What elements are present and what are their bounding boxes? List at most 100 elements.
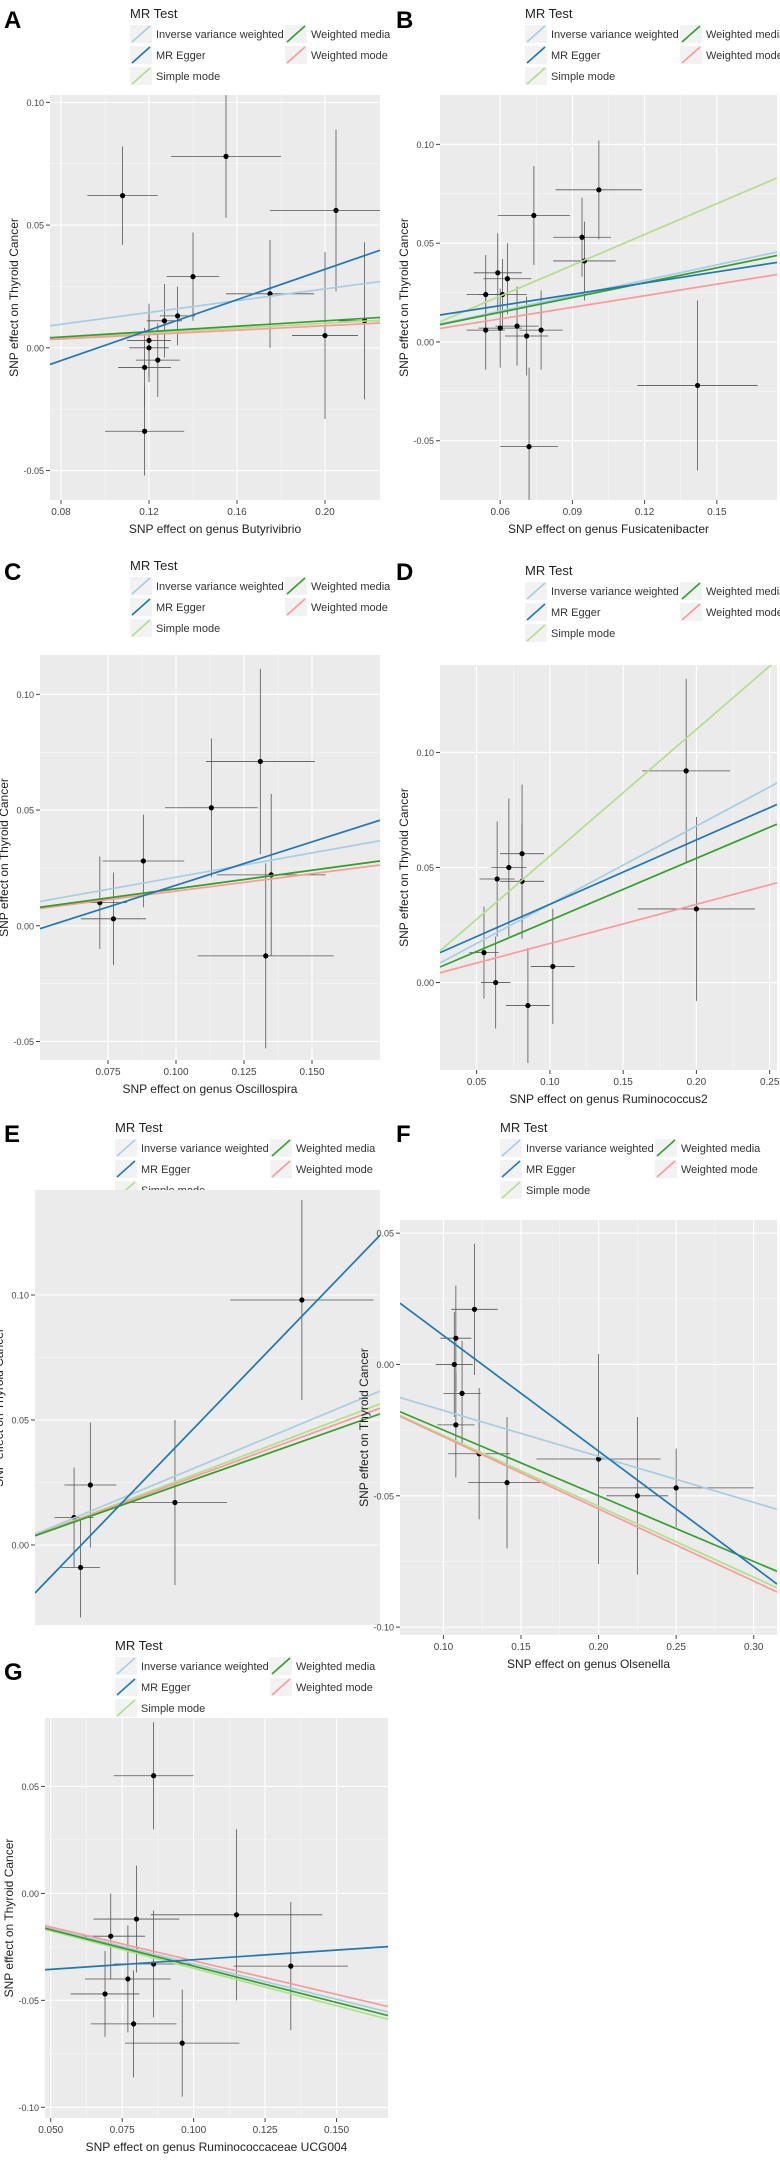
legend-item-wmode: Weighted mode — [655, 1160, 758, 1178]
axes: 0.00 0.05 0.10 SNP effect on Thyroid Cancer — [0, 1291, 35, 1551]
x-tick-label: 0.15 — [511, 1642, 531, 1653]
line-wmedian — [440, 823, 777, 968]
legend: MR Test Inverse variance weighted MR Egger… — [525, 563, 780, 642]
y-tick-label: 0.05 — [16, 806, 34, 816]
legend-label-wmode: Weighted mode — [706, 50, 780, 62]
data-point — [506, 864, 512, 871]
legend-label-ivw: Inverse variance weighted — [141, 1143, 269, 1155]
legend-key-ivw — [501, 1139, 521, 1157]
data-point — [471, 1306, 478, 1312]
data-point — [140, 858, 146, 864]
legend-item-wmode: Weighted mode — [270, 1160, 373, 1178]
line-wmode — [45, 1924, 388, 2008]
legend-key-simple — [526, 624, 546, 642]
line-wmedian — [35, 1413, 380, 1537]
legend-label-wmedian: Weighted media — [311, 29, 391, 41]
data-point — [519, 851, 525, 857]
x-axis-label: SNP effect on genus Butyrivibrio — [129, 522, 302, 536]
legend-key-simple — [526, 67, 546, 85]
legend-key-wmode — [681, 603, 701, 621]
legend-item-ivw: Inverse variance weighted — [500, 1139, 654, 1157]
data-point — [133, 1916, 140, 1922]
line-ivw — [400, 1396, 777, 1511]
data-point — [538, 327, 544, 333]
regression-lines — [40, 819, 380, 930]
legend-label-ivw: Inverse variance weighted — [141, 1661, 269, 1673]
legend-item-simple: Simple mode — [115, 1699, 205, 1717]
panel-f: F MR Test Inverse variance weighted MR Egge… — [357, 1120, 777, 1671]
panel-letter-d: D — [396, 559, 413, 586]
legend-item-wmedian: Weighted media — [285, 25, 391, 43]
regression-lines — [400, 1302, 777, 1593]
y-tick-label: 0.00 — [416, 337, 434, 347]
data-point — [504, 1480, 510, 1486]
legend-item-wmedian: Weighted media — [680, 582, 780, 600]
x-tick-label: 0.05 — [467, 1077, 487, 1088]
x-tick-label: 0.30 — [744, 1642, 764, 1653]
y-axis-label: SNP effect on Thyroid Cancer — [357, 1348, 371, 1507]
legend-label-wmode: Weighted mode — [296, 1682, 373, 1694]
data-point — [155, 357, 161, 363]
legend-label-wmode: Weighted mode — [311, 50, 388, 62]
legend-key-simple — [116, 1699, 136, 1717]
legend-key-egger — [526, 603, 546, 621]
line-egger — [440, 261, 777, 316]
legend-label-simple: Simple mode — [141, 1703, 205, 1715]
line-wmode — [35, 1407, 380, 1537]
y-tick-label: 0.05 — [11, 1416, 29, 1426]
legend-key-wmedian — [681, 582, 701, 600]
legend-item-wmode: Weighted mode — [680, 603, 780, 621]
gridlines — [440, 665, 777, 1070]
legend-label-ivw: Inverse variance weighted — [551, 29, 679, 41]
x-tick-label: 0.100 — [181, 2125, 206, 2136]
legend-label-egger: MR Egger — [156, 602, 206, 614]
data-point — [263, 953, 269, 959]
legend-label-wmode: Weighted mode — [706, 607, 780, 619]
legend-item-simple: Simple mode — [500, 1181, 590, 1199]
line-wmode — [400, 1415, 777, 1593]
data-point — [504, 276, 510, 282]
x-tick-label: 0.25 — [666, 1642, 686, 1653]
legend-item-ivw: Inverse variance weighted — [130, 25, 284, 43]
data-point — [453, 1335, 459, 1341]
axes: 0.05 0.10 0.15 0.20 0.25 0.00 0.05 0.10 SNP effe… — [397, 748, 780, 1106]
data-point — [526, 444, 532, 450]
legend-key-ivw — [131, 577, 151, 595]
x-tick-label: 0.06 — [490, 507, 510, 518]
legend-item-ivw: Inverse variance weighted — [525, 25, 679, 43]
x-tick-label: 0.08 — [51, 507, 71, 518]
data-points — [466, 140, 758, 500]
legend-key-simple — [501, 1181, 521, 1199]
legend-key-ivw — [526, 25, 546, 43]
legend-item-wmode: Weighted mode — [285, 46, 388, 64]
legend-key-egger — [131, 598, 151, 616]
legend-label-simple: Simple mode — [156, 71, 220, 83]
data-point — [481, 950, 487, 956]
line-egger — [45, 1945, 388, 1971]
legend-item-wmedian: Weighted media — [285, 577, 391, 595]
legend-item-ivw: Inverse variance weighted — [115, 1139, 269, 1157]
legend-label-egger: MR Egger — [141, 1164, 191, 1176]
legend: MR Test Inverse variance weighted MR Egger… — [500, 1120, 761, 1199]
data-point — [223, 153, 229, 159]
legend-item-egger: MR Egger — [525, 603, 601, 621]
legend: MR Test Inverse variance weighted MR Egger… — [130, 558, 391, 637]
legend: MR Test Inverse variance weighted MR Egger… — [130, 6, 391, 85]
data-point — [495, 270, 501, 276]
y-tick-label: 0.10 — [416, 748, 434, 758]
data-point — [179, 2040, 185, 2046]
legend-label-ivw: Inverse variance weighted — [526, 1143, 654, 1155]
legend-item-egger: MR Egger — [115, 1160, 191, 1178]
line-egger — [40, 819, 380, 930]
x-tick-label: 0.15 — [707, 507, 727, 518]
line-wmedian — [50, 316, 380, 339]
legend-item-wmedian: Weighted media — [680, 25, 780, 43]
x-axis-label: SNP effect on genus Ruminococcus2 — [509, 1092, 708, 1106]
legend-label-wmedian: Weighted media — [311, 581, 391, 593]
panel-b: B MR Test Inverse variance weighted MR Egge… — [396, 6, 780, 536]
legend-key-ivw — [526, 582, 546, 600]
y-tick-label: 0.00 — [376, 1360, 394, 1370]
line-wmedian — [40, 860, 380, 909]
x-tick-label: 0.20 — [315, 507, 335, 518]
y-axis-label: SNP effect on Thyroid Cancer — [397, 788, 411, 947]
